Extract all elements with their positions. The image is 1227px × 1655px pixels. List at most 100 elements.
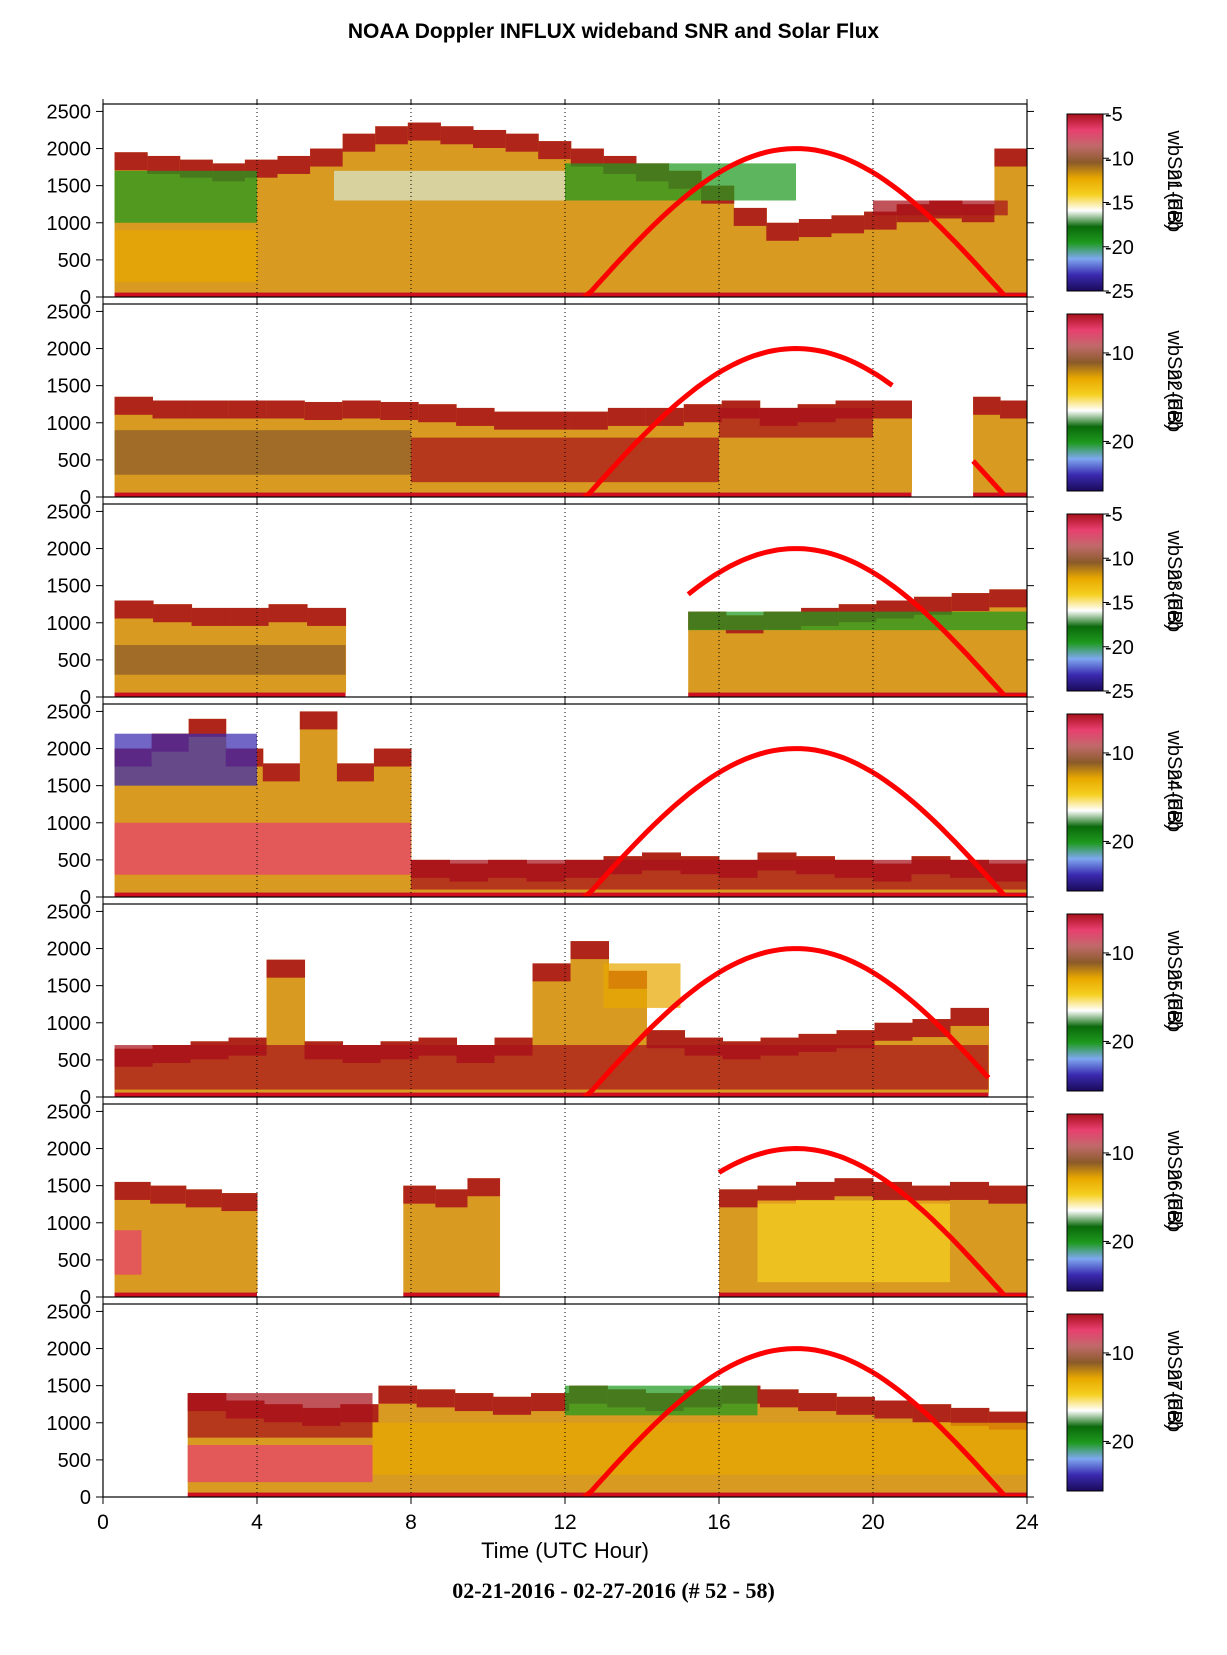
x-tick-label: 0: [97, 1511, 109, 1534]
baseline-band: [114, 892, 412, 897]
heatmap-cell: [911, 1185, 951, 1204]
y-tick-label: 0: [80, 287, 91, 309]
x-tick-label: 12: [553, 1511, 576, 1534]
colorbar: [1066, 913, 1104, 1092]
heatmap-column: [277, 155, 311, 293]
heatmap-zone: [757, 1200, 950, 1283]
colorbar-tick-label: -10: [1105, 1143, 1134, 1165]
heatmap-cell: [190, 400, 229, 419]
heatmap-cell: [114, 396, 153, 415]
heatmap-cell: [607, 407, 647, 426]
heatmap-cell: [304, 401, 343, 420]
heatmap-cell: [416, 1389, 456, 1408]
y-tick-label: 2000: [47, 339, 92, 361]
y-tick-label: 1000: [47, 1213, 92, 1235]
heatmap-cell: [266, 959, 306, 978]
heatmap-cell: [228, 400, 267, 419]
heatmap-cell: [733, 207, 767, 226]
colorbar-label: wbSnr (dB): [1163, 729, 1185, 830]
heatmap-cell: [114, 152, 148, 171]
heatmap-cell: [336, 763, 375, 782]
colorbar-tick-label: -5: [1105, 104, 1123, 126]
heatmap-cell: [342, 400, 381, 419]
heatmap-data: [114, 1145, 1027, 1297]
heatmap-zone: [114, 230, 257, 283]
y-tick-label: 500: [58, 850, 91, 872]
heatmap-zone: [114, 170, 257, 223]
solar-flux-curve: [582, 146, 1006, 297]
heatmap-cell: [188, 718, 227, 737]
heatmap-cell: [834, 1178, 874, 1197]
colorbar-tick-label: -10: [1105, 148, 1134, 170]
y-tick-label: 500: [58, 650, 91, 672]
colorbar: [1066, 513, 1104, 692]
heatmap-zone: [688, 611, 1027, 631]
colorbar: [1066, 113, 1104, 292]
y-tick-label: 500: [58, 1050, 91, 1072]
solar-flux-curve: [582, 746, 1006, 897]
baseline-band: [114, 1092, 989, 1097]
heatmap-cell: [152, 400, 191, 419]
heatmap-zone: [372, 1422, 1027, 1475]
colorbar-label: wbSnr (dB): [1163, 929, 1185, 1030]
heatmap-data: [187, 1346, 1027, 1497]
y-tick-label: 2500: [47, 301, 92, 323]
baseline-band: [187, 1492, 1027, 1497]
colorbar-tick-label: -25: [1105, 281, 1134, 303]
y-tick-label: 1500: [47, 1176, 92, 1198]
baseline-band: [411, 892, 1027, 897]
heatmap-cell: [147, 155, 181, 174]
y-tick-label: 1000: [47, 213, 92, 235]
heatmap-cell: [683, 404, 723, 423]
heatmap-column: [342, 133, 376, 293]
baseline-band: [114, 292, 1027, 297]
y-tick-label: 1000: [47, 813, 92, 835]
y-tick-label: 2000: [47, 739, 92, 761]
y-tick-label: 500: [58, 1250, 91, 1272]
heatmap-column: [407, 122, 441, 293]
y-tick-label: 2500: [47, 501, 92, 523]
colorbar-tick-label: -20: [1105, 431, 1134, 453]
heatmap-cell: [989, 589, 1027, 608]
heatmap-cell: [538, 141, 572, 160]
panel-25-feb: 0 500 1000 1500 2000 2500 -10 -20 wbSnr (dB)25-F…: [47, 899, 1185, 1109]
y-tick-label: 0: [80, 487, 91, 509]
heatmap-cell: [268, 604, 308, 623]
heatmap-cell: [836, 1396, 875, 1415]
colorbar-label: wbSnr (dB): [1163, 329, 1185, 430]
heatmap-cell: [262, 763, 301, 782]
heatmap-data: [114, 546, 1027, 697]
colorbar-tick-label: -20: [1105, 637, 1134, 659]
solar-flux-curve: [582, 1346, 1006, 1497]
heatmap-zone: [187, 1445, 373, 1483]
y-tick-label: 1000: [47, 1413, 92, 1435]
heatmap-cell: [531, 1393, 570, 1412]
y-tick-label: 2500: [47, 1301, 92, 1323]
heatmap-cell: [153, 604, 193, 623]
heatmap-zone: [114, 733, 257, 786]
y-tick-label: 2000: [47, 139, 92, 161]
y-tick-label: 1000: [47, 1013, 92, 1035]
heatmap-cell: [378, 1385, 418, 1404]
heatmap-cell: [114, 1181, 151, 1200]
heatmap-cell: [454, 1393, 494, 1412]
y-tick-label: 0: [80, 887, 91, 909]
y-tick-label: 1500: [47, 176, 92, 198]
heatmap-cell: [299, 711, 338, 730]
heatmap-column: [473, 129, 507, 293]
heatmap-cell: [494, 411, 533, 430]
heatmap-cell: [310, 148, 344, 167]
panel-date-label: 22-Feb: [1163, 369, 1185, 432]
heatmap-cell: [230, 607, 270, 626]
colorbar-tick-label: -20: [1105, 1431, 1134, 1453]
heatmap-cell: [766, 222, 800, 241]
page-title: NOAA Doppler INFLUX wideband SNR and Sol…: [347, 20, 880, 43]
baseline-band: [403, 1292, 500, 1297]
heatmap-cell: [950, 1407, 990, 1426]
heatmap-zone: [565, 163, 796, 201]
y-tick-label: 500: [58, 250, 91, 272]
heatmap-cell: [185, 1189, 222, 1208]
heatmap-cell: [403, 1185, 436, 1204]
colorbar-tick-label: -10: [1105, 943, 1134, 965]
panel-27-feb: 0 500 1000 1500 2000 2500 -10 -20 wbSnr (dB)27-F…: [47, 1299, 1185, 1509]
